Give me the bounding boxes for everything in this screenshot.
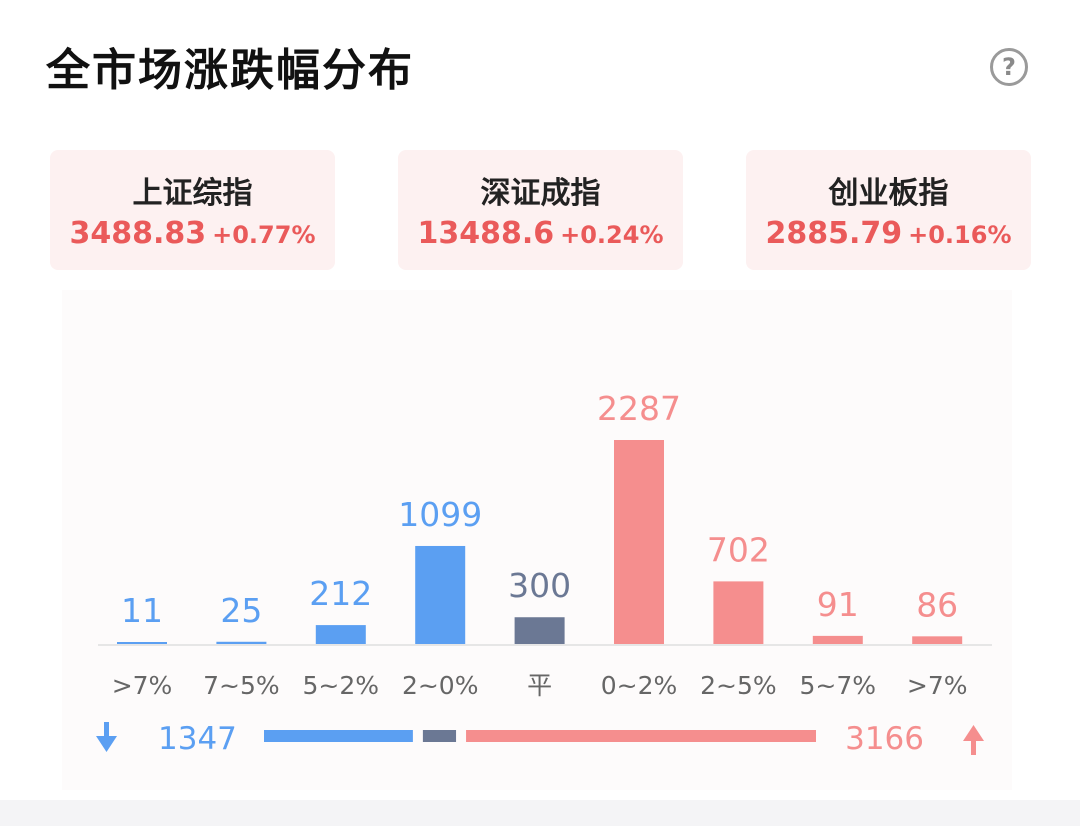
- index-price: 2885.79: [765, 216, 903, 251]
- bar-value-label: 300: [508, 566, 571, 605]
- up-total: 3166: [845, 721, 924, 757]
- index-name: 上证综指: [132, 176, 253, 211]
- category-label: 5~2%: [303, 671, 380, 700]
- category-label: 平: [527, 671, 552, 700]
- bar-value-label: 2287: [597, 389, 681, 428]
- bar-value-label: 702: [707, 530, 770, 569]
- category-label: 0~2%: [601, 671, 678, 700]
- bar: [912, 636, 963, 644]
- down-arrow-icon: [104, 722, 109, 742]
- index-price: 3488.83: [69, 216, 207, 251]
- up-arrow-icon: [963, 725, 984, 741]
- index-card-shanghai[interactable]: 上证综指 3488.83 +0.77%: [50, 150, 335, 270]
- bar-value-label: 212: [309, 574, 372, 613]
- bar: [614, 440, 664, 644]
- index-card-shenzhen[interactable]: 深证成指 13488.6 +0.24%: [398, 150, 683, 270]
- index-change: +0.77%: [212, 221, 316, 249]
- bar: [216, 641, 267, 644]
- down-arrow-head-icon: [96, 736, 117, 752]
- category-label: >7%: [907, 671, 968, 700]
- bar: [117, 642, 167, 644]
- chart-background: [62, 290, 1012, 790]
- bar: [514, 617, 565, 644]
- index-price: 13488.6: [417, 216, 555, 251]
- category-label: 5~7%: [800, 671, 877, 700]
- bar-value-label: 25: [220, 591, 262, 630]
- down-summary-bar: [264, 730, 413, 742]
- index-card-chinext[interactable]: 创业板指 2885.79 +0.16%: [746, 150, 1031, 270]
- bar-value-label: 91: [817, 585, 859, 624]
- flat-summary-bar: [422, 730, 457, 742]
- up-summary-bar: [466, 730, 816, 742]
- index-name: 深证成指: [480, 176, 601, 211]
- page-title: 全市场涨跌幅分布: [46, 45, 414, 96]
- bar: [812, 635, 863, 644]
- bar-value-label: 1099: [398, 495, 482, 534]
- index-change: +0.24%: [560, 221, 664, 249]
- help-icon[interactable]: ?: [990, 48, 1028, 86]
- category-label: >7%: [112, 671, 173, 700]
- bar-value-label: 11: [121, 591, 163, 630]
- up-arrow-stem-icon: [971, 739, 976, 755]
- bar-value-label: 86: [916, 585, 958, 624]
- bar: [315, 625, 366, 644]
- bar: [415, 545, 466, 644]
- down-total: 1347: [158, 721, 237, 757]
- index-name: 创业板指: [828, 176, 949, 211]
- index-change: +0.16%: [908, 221, 1012, 249]
- category-label: 7~5%: [203, 671, 280, 700]
- category-label: 2~5%: [700, 671, 777, 700]
- bar: [713, 581, 764, 644]
- category-label: 2~0%: [402, 671, 479, 700]
- footer-divider: [0, 800, 1080, 826]
